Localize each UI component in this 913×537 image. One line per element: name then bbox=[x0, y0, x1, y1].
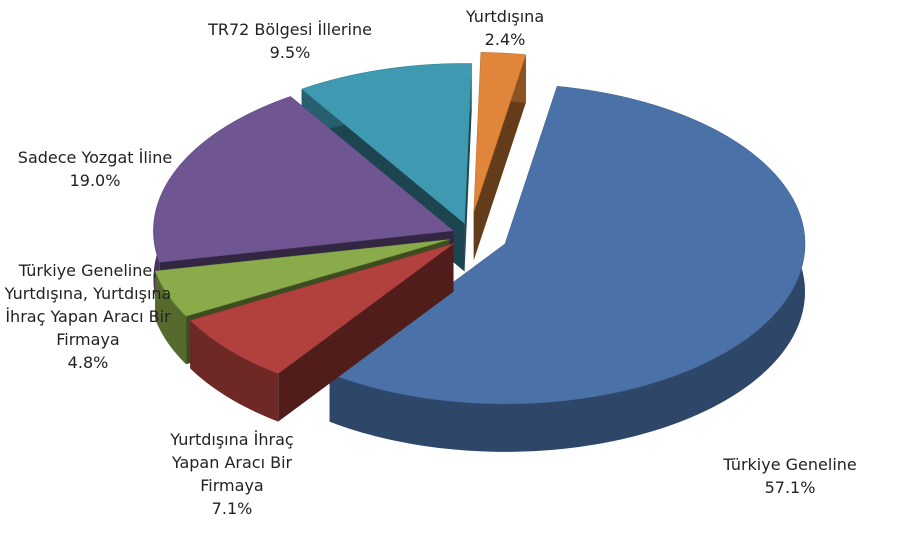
slice-label: TR72 Bölgesi İllerine 9.5% bbox=[175, 18, 405, 64]
slice-wall bbox=[473, 54, 526, 261]
value-label: 57.1% bbox=[764, 478, 816, 497]
category-label: Türkiye Geneline, Yurtdışına, Yurtdışına… bbox=[4, 261, 172, 349]
slice-side bbox=[155, 271, 187, 365]
category-label: Türkiye Geneline bbox=[723, 455, 857, 474]
slice-label: Türkiye Geneline, Yurtdışına, Yurtdışına… bbox=[3, 259, 173, 374]
slice-wall bbox=[464, 63, 472, 272]
slice-label: Yurtdışına 2.4% bbox=[445, 5, 565, 51]
slice bbox=[154, 239, 450, 317]
value-label: 19.0% bbox=[69, 171, 121, 190]
slice-label: Sadece Yozgat İline 19.0% bbox=[0, 146, 195, 192]
category-label: Yurtdışına bbox=[465, 7, 545, 26]
slice bbox=[329, 86, 806, 405]
slice-side bbox=[329, 86, 806, 452]
slice bbox=[301, 63, 472, 224]
slice-side bbox=[190, 320, 279, 422]
value-label: 2.4% bbox=[484, 30, 526, 49]
value-label: 9.5% bbox=[269, 43, 311, 62]
value-label: 7.1% bbox=[211, 499, 253, 518]
slice-label: Türkiye Geneline 57.1% bbox=[690, 453, 890, 499]
slice-label: Yurtdışına İhraç Yapan Aracı Bir Firmaya… bbox=[147, 428, 317, 520]
value-label: 4.8% bbox=[67, 353, 109, 372]
category-label: Yurtdışına İhraç Yapan Aracı Bir Firmaya bbox=[170, 430, 294, 495]
category-label: TR72 Bölgesi İllerine bbox=[208, 20, 372, 39]
slice bbox=[473, 52, 527, 213]
slice bbox=[153, 96, 455, 263]
category-label: Sadece Yozgat İline bbox=[17, 148, 173, 167]
slice bbox=[189, 243, 454, 374]
